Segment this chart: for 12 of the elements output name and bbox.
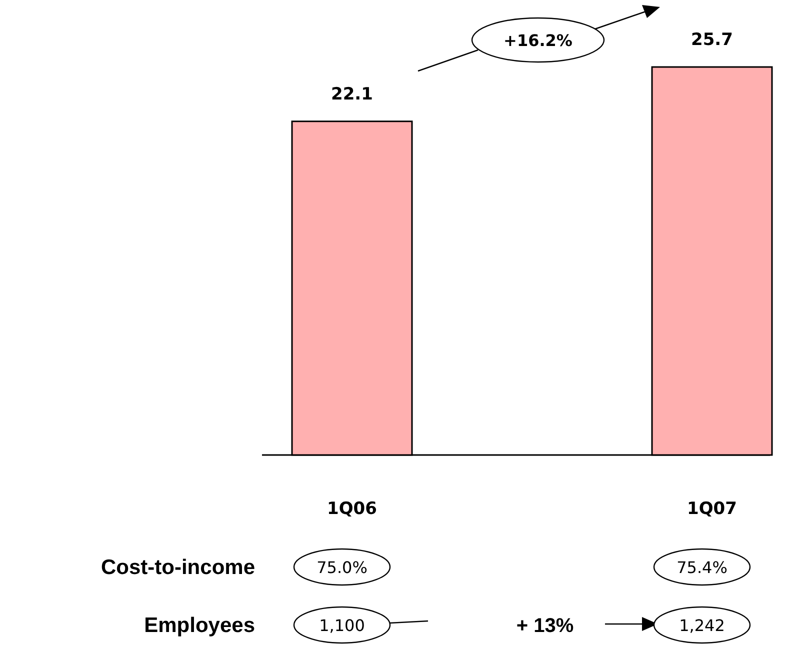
data-label: 25.7 [691,30,733,50]
text: 1,242 [679,616,725,635]
text: 1,100 [319,616,365,635]
text: 75.0% [316,558,368,577]
x-tick-label: 1Q07 [687,499,737,519]
text: Employees [144,614,255,637]
text: Cost-to-income [101,556,255,579]
text: +16.2% [504,31,572,50]
x-tick-label: 1Q06 [327,499,377,519]
text: 75.4% [676,558,728,577]
text: + 13% [516,615,574,637]
data-label: 22.1 [331,84,373,104]
